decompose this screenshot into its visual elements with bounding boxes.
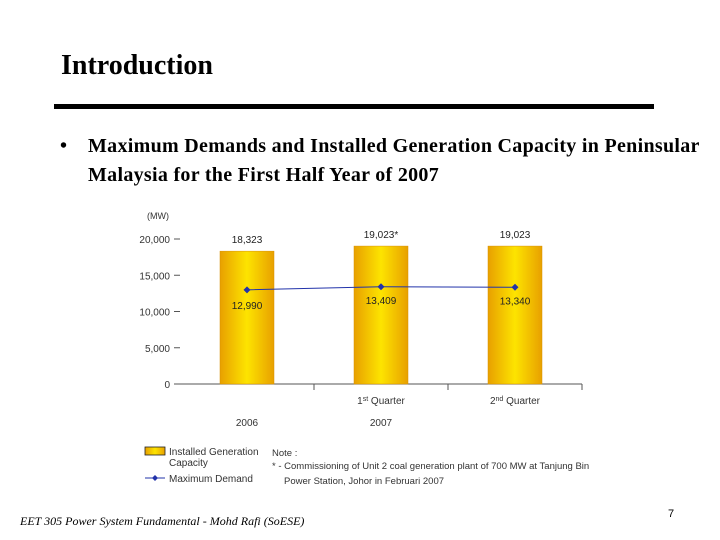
note-title: Note : bbox=[272, 448, 297, 459]
footer-text: EET 305 Power System Fundamental - Mohd … bbox=[20, 514, 305, 528]
legend-label-capacity: Installed Generation bbox=[169, 447, 259, 458]
x-tick-label: 2nd Quarter bbox=[490, 396, 541, 408]
capacity-data-label: 18,323 bbox=[232, 235, 263, 246]
capacity-bar bbox=[353, 245, 409, 385]
capacity-data-label: 19,023* bbox=[364, 230, 399, 241]
y-tick-label: 15,000 bbox=[139, 271, 170, 282]
capacity-bar bbox=[487, 245, 543, 385]
demand-point bbox=[377, 283, 385, 291]
capacity-bar bbox=[219, 250, 275, 385]
group-label: 2007 bbox=[370, 418, 393, 429]
y-tick-label: 10,000 bbox=[139, 308, 170, 319]
bullet-icon: • bbox=[60, 135, 68, 157]
y-axis-label: (MW) bbox=[147, 211, 169, 221]
y-tick-label: 0 bbox=[164, 380, 170, 391]
y-tick-label: 5,000 bbox=[145, 344, 170, 355]
legend-swatch-demand-marker bbox=[152, 475, 158, 481]
demand-point bbox=[511, 283, 519, 291]
legend-label-capacity-2: Capacity bbox=[169, 458, 208, 469]
page-number: 7 bbox=[668, 508, 675, 520]
legend-swatch-capacity bbox=[144, 446, 166, 456]
legend-label-demand: Maximum Demand bbox=[169, 474, 253, 485]
group-label: 2006 bbox=[236, 418, 259, 429]
y-tick-label: 20,000 bbox=[139, 235, 170, 246]
note-line-2: Power Station, Johor in Februari 2007 bbox=[284, 476, 444, 487]
slide-title: Introduction bbox=[61, 50, 213, 81]
note-line-1: * - Commissioning of Unit 2 coal generat… bbox=[272, 461, 589, 472]
bullet-text: Maximum Demands and Installed Generation… bbox=[88, 135, 700, 186]
demand-point bbox=[243, 286, 251, 294]
demand-data-label: 13,409 bbox=[366, 296, 397, 307]
x-tick-label: 1st Quarter bbox=[357, 396, 405, 408]
demand-data-label: 12,990 bbox=[232, 301, 263, 312]
demand-data-label: 13,340 bbox=[500, 296, 531, 307]
title-divider bbox=[54, 104, 654, 109]
capacity-data-label: 19,023 bbox=[500, 230, 531, 241]
